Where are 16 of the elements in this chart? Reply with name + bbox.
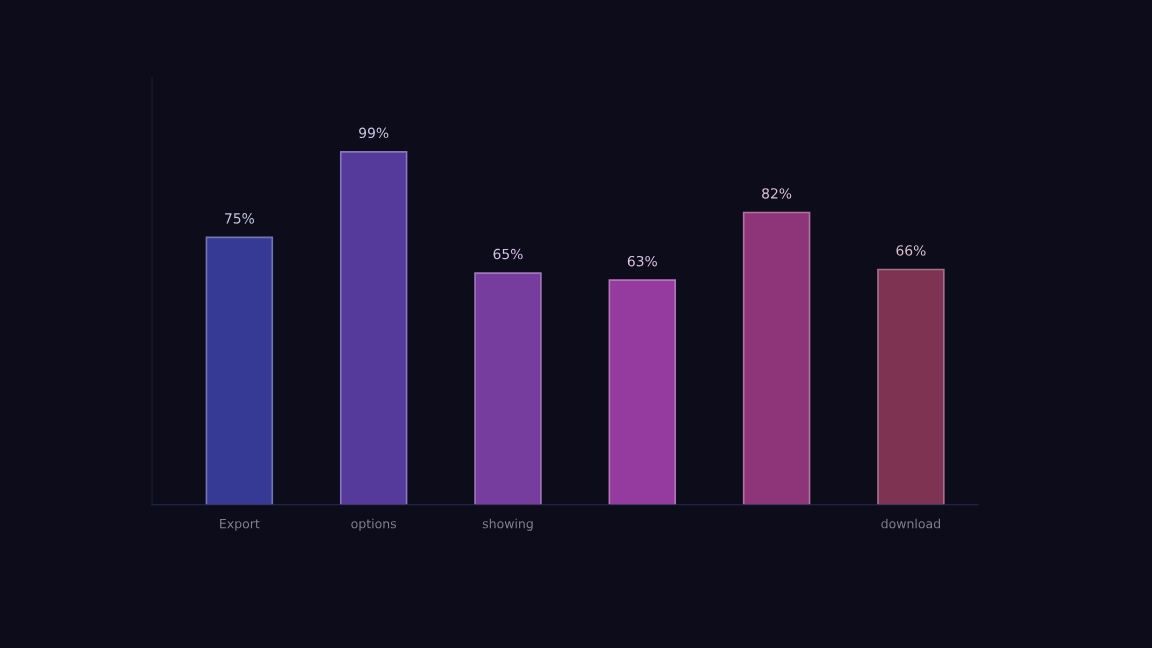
bar xyxy=(608,279,677,505)
x-tick-label: download xyxy=(881,518,940,529)
data-label: 99% xyxy=(359,127,389,139)
data-label: 75% xyxy=(225,213,255,224)
bar xyxy=(205,236,274,505)
bar xyxy=(474,272,542,505)
data-label: 63% xyxy=(627,255,657,267)
bar xyxy=(339,151,408,505)
data-label: 65% xyxy=(493,248,523,260)
data-label: 66% xyxy=(896,245,926,256)
bar xyxy=(877,268,945,505)
x-tick-label: Export xyxy=(220,519,260,531)
data-label: 82% xyxy=(762,188,792,199)
x-tick-label: options xyxy=(351,518,397,531)
bar xyxy=(742,211,811,505)
x-tick-label: showing xyxy=(482,518,533,531)
